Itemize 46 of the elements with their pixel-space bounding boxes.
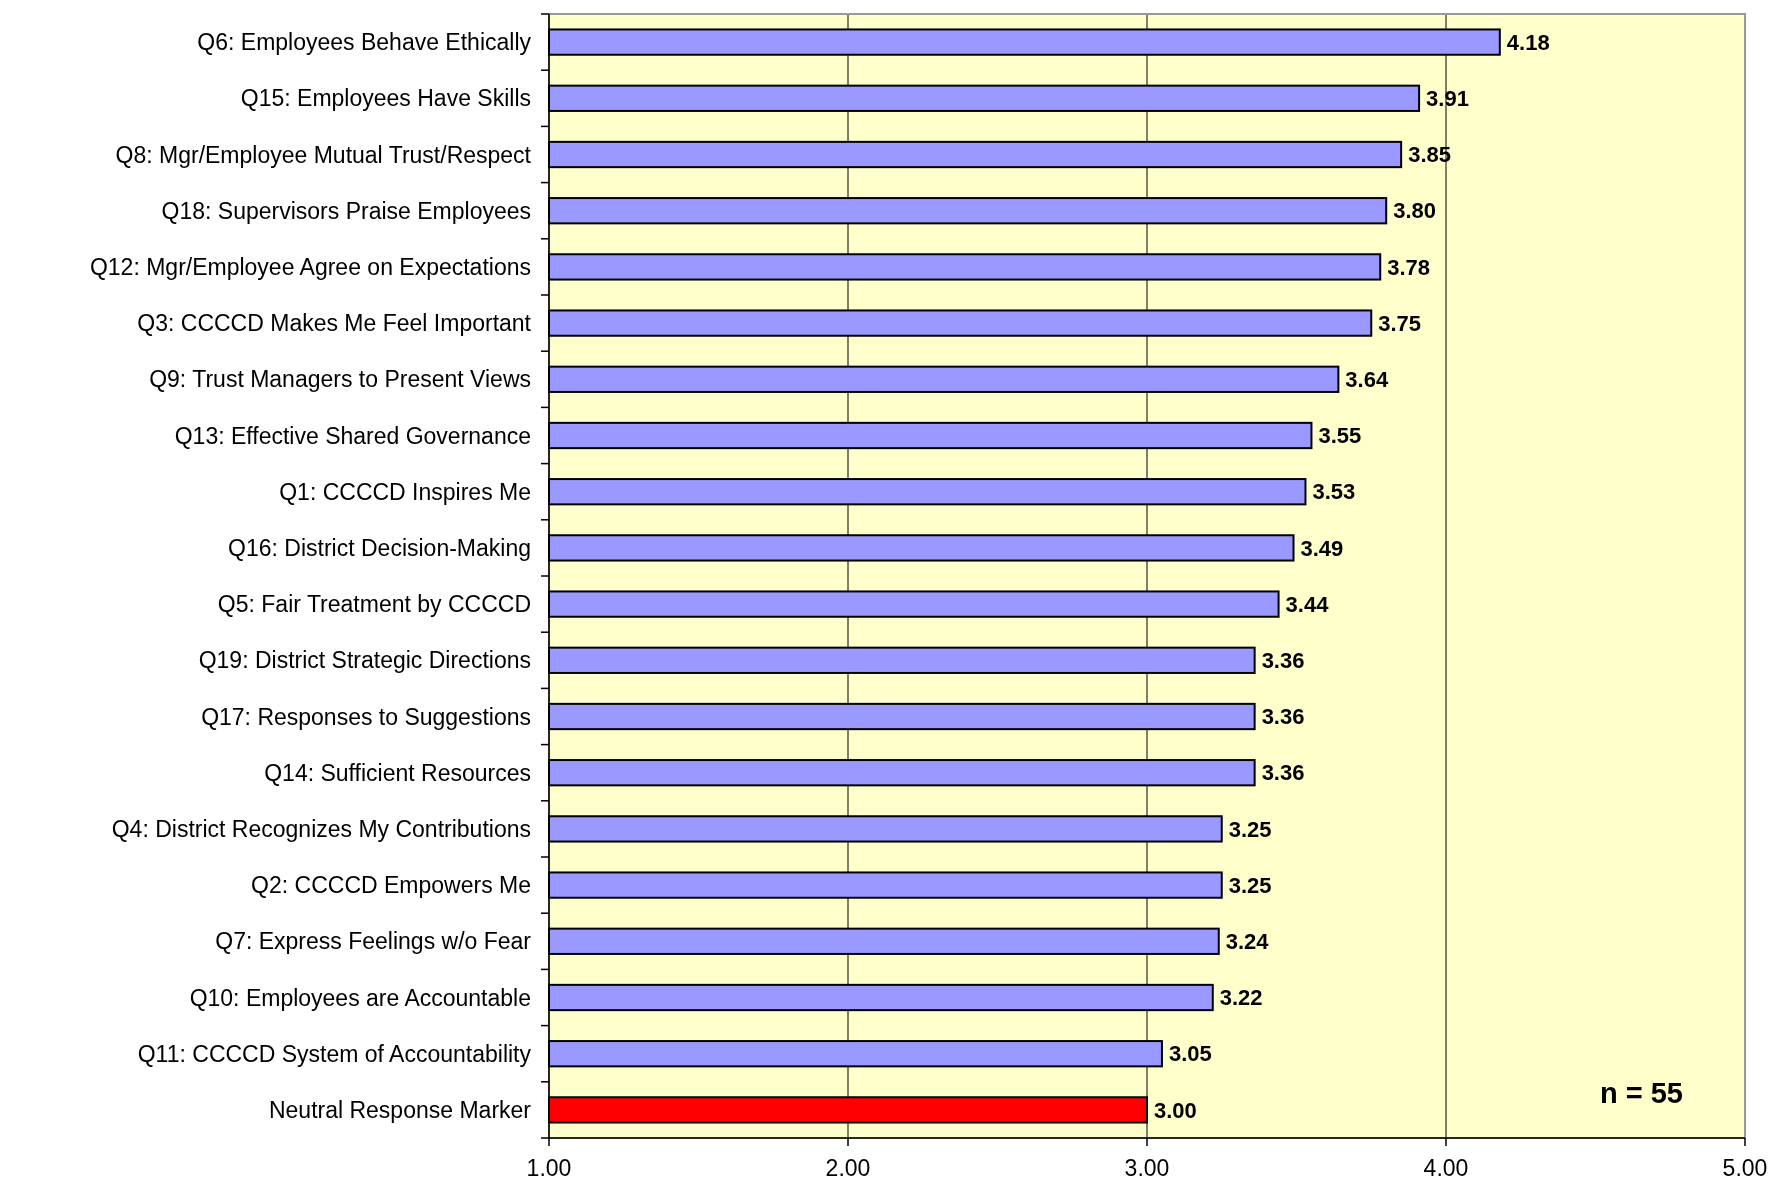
y-tick-label: Q9: Trust Managers to Present Views	[149, 366, 531, 393]
data-label: 3.36	[1261, 760, 1305, 786]
y-tick-label: Q4: District Recognizes My Contributions	[111, 815, 531, 842]
data-label: 3.36	[1261, 648, 1305, 673]
y-tick-label: Q6: Employees Behave Ethically	[197, 29, 532, 56]
data-label: 3.91	[1426, 86, 1469, 111]
y-tick-label: Q7: Express Feelings w/o Fear	[215, 928, 532, 955]
y-tick-label: Q13: Effective Shared Governance	[174, 422, 531, 449]
y-tick-label: Q8: Mgr/Employee Mutual Trust/Respect	[115, 141, 532, 168]
data-label: 4.18	[1506, 29, 1550, 55]
y-tick-label: Q14: Sufficient Resources	[264, 759, 531, 786]
data-label: 3.05	[1168, 1041, 1212, 1067]
data-label: 3.55	[1318, 423, 1362, 449]
data-label: 3.85	[1408, 142, 1451, 168]
y-tick-label: Q18: Supervisors Praise Employees	[161, 197, 531, 224]
data-label: 3.36	[1261, 704, 1305, 730]
data-label: 3.44	[1285, 591, 1330, 617]
annotation: n = 55	[1599, 1077, 1683, 1109]
data-label: 3.64	[1345, 367, 1389, 392]
data-label: 3.49	[1300, 535, 1344, 561]
data-label: 3.53	[1312, 479, 1356, 505]
y-tick-label: Q19: District Strategic Directions	[198, 647, 531, 674]
data-label: 3.24	[1225, 929, 1270, 954]
data-label: 3.75	[1378, 310, 1422, 336]
x-tick-label: 1.00	[526, 1155, 572, 1181]
data-label: 3.25	[1228, 816, 1272, 842]
y-tick-label: Q3: CCCCD Makes Me Feel Important	[137, 310, 532, 337]
data-label: 3.25	[1228, 872, 1272, 898]
x-tick-label: 4.00	[1423, 1155, 1469, 1181]
y-tick-label: Q15: Employees Have Skills	[240, 85, 531, 112]
x-tick-label: 3.00	[1124, 1155, 1170, 1181]
data-label: 3.80	[1393, 198, 1437, 224]
y-tick-label: Q17: Responses to Suggestions	[201, 703, 531, 730]
data-label: 3.78	[1387, 254, 1431, 280]
data-label: 3.22	[1219, 985, 1263, 1011]
y-tick-label: Q5: Fair Treatment by CCCCD	[217, 591, 531, 618]
y-tick-label: Q2: CCCCD Empowers Me	[251, 872, 531, 899]
y-tick-label: Q10: Employees are Accountable	[189, 984, 531, 1011]
y-tick-label: Neutral Response Marker	[268, 1096, 532, 1123]
y-tick-label: Q1: CCCCD Inspires Me	[279, 478, 531, 505]
y-tick-label: Q11: CCCCD System of Accountability	[137, 1040, 532, 1067]
y-tick-label: Q12: Mgr/Employee Agree on Expectations	[89, 253, 531, 280]
y-tick-label: Q16: District Decision-Making	[228, 534, 531, 561]
x-tick-label: 2.00	[825, 1155, 871, 1181]
x-tick-label: 5.00	[1722, 1155, 1768, 1181]
data-label: 3.00	[1154, 1097, 1197, 1123]
